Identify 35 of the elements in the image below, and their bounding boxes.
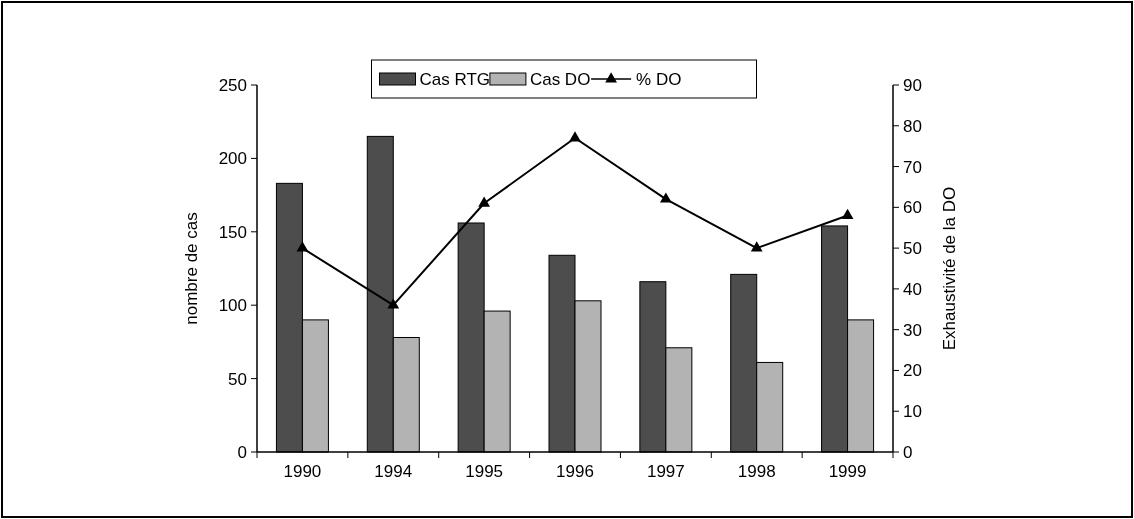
x-tick-label: 1995 — [465, 462, 504, 481]
y2-tick-label: 80 — [903, 116, 922, 136]
y-tick-label: 250 — [218, 76, 247, 95]
y-tick-label: 0 — [237, 443, 247, 462]
point — [841, 208, 854, 219]
legend-label: % DO — [636, 70, 682, 89]
legend-label: Cas RTG — [419, 70, 491, 89]
y-tick-label: 150 — [218, 222, 247, 242]
y2-tick-label: 70 — [903, 157, 922, 177]
point — [296, 241, 309, 252]
y2-axis-title: Exhaustivité de la DO — [940, 186, 959, 351]
y2-tick-label: 20 — [903, 361, 922, 381]
y-tick-label: 50 — [228, 369, 247, 389]
legend-label: Cas DO — [529, 70, 591, 89]
x-tick-label: 1996 — [556, 462, 594, 481]
x-tick-label: 1999 — [828, 462, 867, 481]
x-tick-label: 1990 — [283, 462, 322, 481]
y2-tick-label: 60 — [903, 198, 922, 218]
point — [659, 192, 672, 203]
point — [478, 196, 491, 207]
y2-tick-label: 40 — [903, 279, 922, 299]
point — [750, 241, 763, 252]
y-tick-label: 100 — [218, 296, 247, 316]
y-axis-title: nombre de cas — [182, 212, 201, 325]
y2-tick-label: 30 — [903, 320, 922, 340]
y2-tick-label: 90 — [903, 76, 922, 95]
y2-tick-label: 0 — [903, 443, 913, 462]
point — [387, 298, 400, 309]
y2-tick-label: 50 — [903, 239, 922, 259]
x-tick-label: 1994 — [374, 462, 413, 481]
y-tick-label: 200 — [218, 149, 247, 169]
x-tick-label: 1998 — [737, 462, 776, 481]
y2-tick-label: 10 — [903, 402, 922, 422]
point — [569, 131, 581, 142]
x-tick-label: 1997 — [646, 462, 685, 481]
